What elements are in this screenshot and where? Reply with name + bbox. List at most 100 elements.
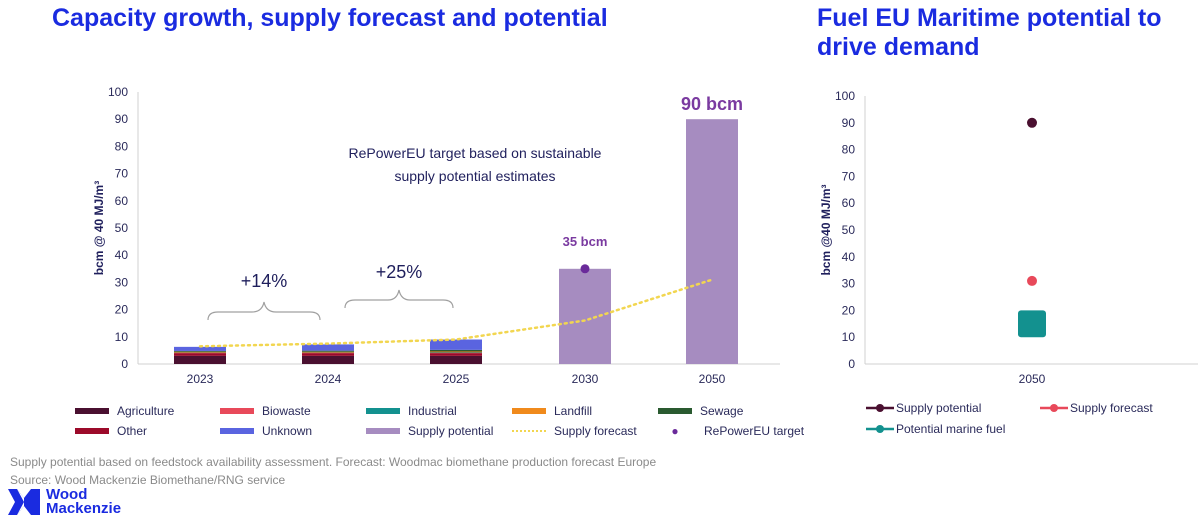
legend-item-agriculture: Agriculture bbox=[75, 404, 174, 418]
repowereu-target-point bbox=[580, 264, 590, 274]
right-y-tick-40: 40 bbox=[842, 250, 856, 264]
agriculture-swatch bbox=[75, 408, 109, 414]
annotation-growth-25: +25% bbox=[376, 262, 423, 282]
legend-label: Sewage bbox=[700, 404, 744, 418]
logo-line2: Mackenzie bbox=[46, 500, 122, 517]
left-x-tick-2050: 2050 bbox=[699, 372, 726, 386]
bar-2025-agriculture bbox=[430, 355, 482, 364]
legend-label: Industrial bbox=[408, 404, 457, 418]
industrial-swatch bbox=[366, 408, 400, 414]
biowaste-swatch bbox=[220, 408, 254, 414]
logo-text: Wood Mackenzie bbox=[46, 486, 122, 517]
wood-mackenzie-logo-icon bbox=[8, 489, 40, 515]
legend-label: Potential marine fuel bbox=[896, 422, 1006, 436]
bar-2024-other bbox=[302, 353, 354, 356]
supply-potential-swatch bbox=[366, 428, 400, 434]
left-x-tick-2030: 2030 bbox=[572, 372, 599, 386]
right-y-ticks: 0 10 20 30 40 50 60 70 80 90 100 bbox=[835, 89, 855, 371]
bar-2024-landfill bbox=[302, 351, 354, 353]
bar-2023-unknown bbox=[174, 346, 226, 351]
bar-2025-sewage bbox=[430, 349, 482, 352]
legend-label: Supply potential bbox=[408, 424, 494, 438]
bar-2050-supply-potential bbox=[686, 119, 738, 364]
supply-forecast-point bbox=[1027, 275, 1037, 286]
annotation-repowereu-line1: RePowerEU target based on sustainable bbox=[349, 145, 602, 161]
bar-2030-supply-potential bbox=[559, 268, 611, 364]
brace-2023-2024 bbox=[207, 301, 321, 321]
left-y-tick-40: 40 bbox=[115, 248, 129, 262]
legend-label: Supply forecast bbox=[1070, 401, 1153, 415]
left-y-tick-60: 60 bbox=[115, 194, 129, 208]
left-y-tick-100: 100 bbox=[108, 85, 128, 99]
right-y-tick-50: 50 bbox=[842, 223, 856, 237]
legend-item-unknown: Unknown bbox=[220, 424, 312, 438]
supply-forecast-line bbox=[198, 278, 714, 348]
legend-item-supply-forecast: Supply forecast bbox=[512, 424, 637, 438]
right-y-tick-90: 90 bbox=[842, 116, 856, 130]
bar-2025-industrial bbox=[430, 352, 482, 353]
bar-2024-agriculture bbox=[302, 355, 354, 364]
left-x-ticks: 2023 2024 2025 2030 2050 bbox=[187, 372, 726, 386]
right-y-tick-20: 20 bbox=[842, 303, 856, 317]
left-bars bbox=[174, 119, 738, 364]
right-y-tick-30: 30 bbox=[842, 277, 856, 291]
legend-label: Supply forecast bbox=[554, 424, 637, 438]
marine-fuel-marker-icon bbox=[866, 425, 894, 433]
legend-label: RePowerEU target bbox=[704, 424, 805, 438]
legend-label: Agriculture bbox=[117, 404, 175, 418]
right-y-tick-60: 60 bbox=[842, 196, 856, 210]
logo-line1: Wood bbox=[46, 486, 88, 503]
supply-potential-marker-icon bbox=[866, 404, 894, 412]
marine-fuel-range-mark bbox=[1018, 310, 1046, 338]
bar-2024-sewage bbox=[302, 350, 354, 352]
legend-item-marine-fuel: Potential marine fuel bbox=[866, 422, 1005, 436]
left-y-ticks: 0 10 20 30 40 50 60 70 80 90 100 bbox=[108, 85, 128, 371]
legend-label: Biowaste bbox=[262, 404, 311, 418]
left-x-tick-2025: 2025 bbox=[443, 372, 470, 386]
left-y-tick-90: 90 bbox=[115, 112, 129, 126]
legend-item-other: Other bbox=[75, 424, 147, 438]
bar-2024-unknown bbox=[302, 344, 354, 351]
legend-label: Landfill bbox=[554, 404, 593, 418]
legend-item-industrial: Industrial bbox=[366, 404, 457, 418]
left-y-tick-20: 20 bbox=[115, 303, 129, 317]
left-y-tick-70: 70 bbox=[115, 167, 129, 181]
brace-2024-2025 bbox=[344, 289, 454, 309]
footer-note: Supply potential based on feedstock avai… bbox=[10, 455, 657, 469]
left-y-tick-10: 10 bbox=[115, 330, 129, 344]
left-x-tick-2023: 2023 bbox=[187, 372, 214, 386]
legend-item-supply-potential: Supply potential bbox=[366, 424, 493, 438]
left-y-axis-label: bcm @ 40 MJ/m³ bbox=[92, 181, 106, 275]
bar-2025-landfill bbox=[430, 351, 482, 353]
legend-item-sewage: Sewage bbox=[658, 404, 743, 418]
left-y-tick-30: 30 bbox=[115, 275, 129, 289]
legend-label: Supply potential bbox=[896, 401, 982, 415]
right-chart-title: Fuel EU Maritime potential to drive dema… bbox=[817, 4, 1162, 61]
sewage-swatch bbox=[658, 408, 692, 414]
right-y-axis-label: bcm @40 MJ/m³ bbox=[819, 184, 833, 275]
left-chart-title: Capacity growth, supply forecast and pot… bbox=[52, 4, 608, 32]
supply-potential-point bbox=[1027, 117, 1037, 128]
right-chart: 0 10 20 30 40 50 60 70 80 90 100 bcm @40 MJ/m³ 205… bbox=[819, 89, 1198, 386]
bar-2023-landfill bbox=[174, 351, 226, 353]
right-y-tick-70: 70 bbox=[842, 169, 856, 183]
bar-2023-sewage bbox=[174, 350, 226, 352]
right-y-tick-100: 100 bbox=[835, 89, 855, 103]
right-y-tick-0: 0 bbox=[848, 357, 855, 371]
wood-mackenzie-logo: Wood Mackenzie bbox=[8, 486, 122, 517]
bar-2023-other bbox=[174, 353, 226, 356]
bar-2025-unknown bbox=[430, 339, 482, 350]
left-y-tick-80: 80 bbox=[115, 139, 129, 153]
landfill-swatch bbox=[512, 408, 546, 414]
unknown-swatch bbox=[220, 428, 254, 434]
left-y-tick-0: 0 bbox=[121, 357, 128, 371]
legend-item-landfill: Landfill bbox=[512, 404, 592, 418]
bar-2025-other bbox=[430, 353, 482, 356]
right-y-tick-10: 10 bbox=[842, 330, 856, 344]
legend-item-biowaste: Biowaste bbox=[220, 404, 311, 418]
annotation-growth-14: +14% bbox=[241, 271, 288, 291]
other-swatch bbox=[75, 428, 109, 434]
legend-item-supply-potential-point: Supply potential bbox=[866, 401, 981, 415]
